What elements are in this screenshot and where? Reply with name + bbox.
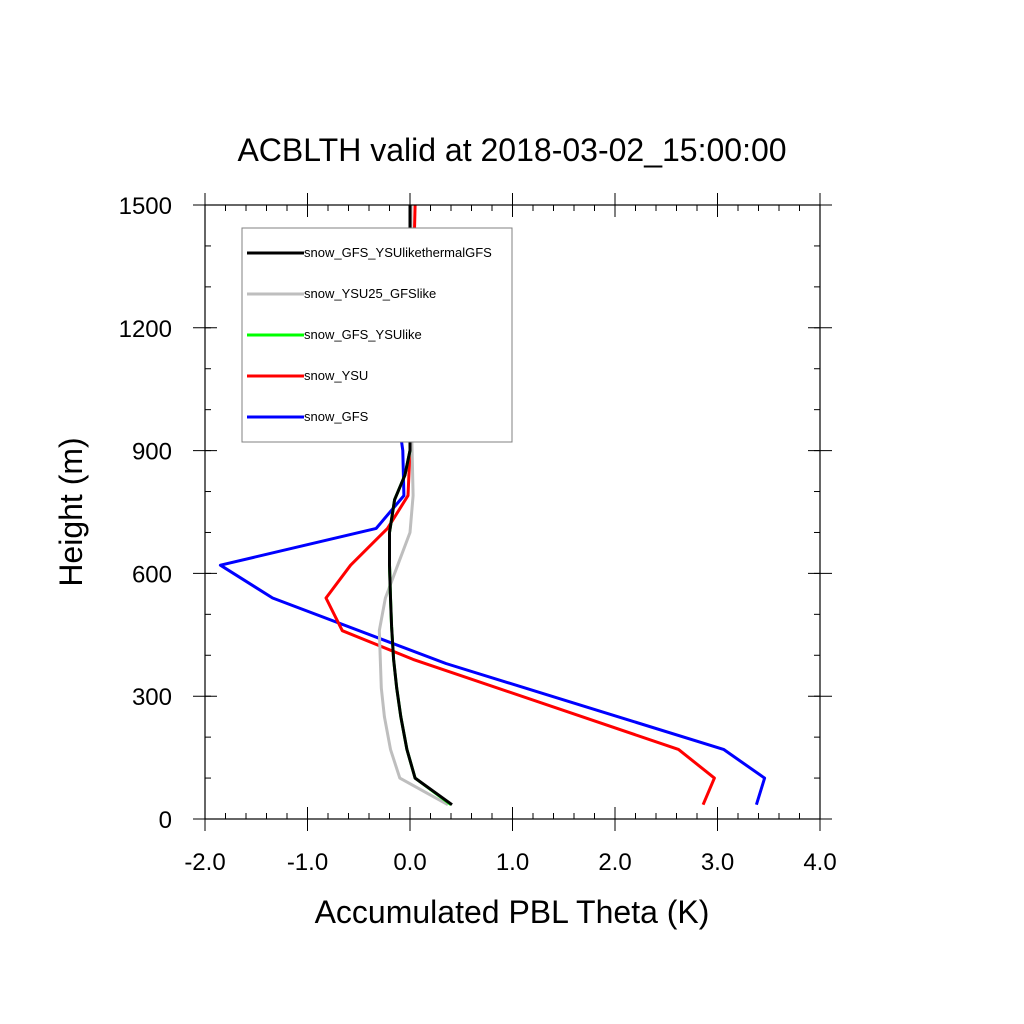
x-tick-label: 0.0 xyxy=(393,849,426,876)
x-tick-label: 3.0 xyxy=(701,849,734,876)
y-tick-label: 1200 xyxy=(119,316,172,343)
legend-label: snow_YSU xyxy=(304,368,368,383)
y-tick-label: 0 xyxy=(159,807,172,834)
legend-label: snow_GFS xyxy=(304,409,369,424)
legend-label: snow_GFS_YSUlike xyxy=(304,327,422,342)
x-tick-label: 1.0 xyxy=(496,849,529,876)
y-axis-label: Height (m) xyxy=(53,437,89,586)
legend-label: snow_GFS_YSUlikethermalGFS xyxy=(304,245,492,260)
plot-frame xyxy=(204,204,821,820)
x-axis-label: Accumulated PBL Theta (K) xyxy=(315,894,710,930)
y-tick-label: 300 xyxy=(132,684,172,711)
x-tick-label: -1.0 xyxy=(287,849,328,876)
y-tick-label: 600 xyxy=(132,561,172,588)
tick-labels: -2.0 -1.0 0.0 1.0 2.0 3.0 4.0 0 300 600 900 1200 150… xyxy=(119,193,837,876)
x-tick-label: 2.0 xyxy=(598,849,631,876)
x-tick-label: 4.0 xyxy=(803,849,836,876)
y-tick-label: 1500 xyxy=(119,193,172,220)
legend: snow_GFS_YSUlikethermalGFS snow_YSU25_GFS… xyxy=(241,227,513,443)
y-tick-label: 900 xyxy=(132,439,172,466)
legend-label: snow_YSU25_GFSlike xyxy=(304,286,436,301)
chart-title: ACBLTH valid at 2018-03-02_15:00:00 xyxy=(237,132,786,168)
x-tick-label: -2.0 xyxy=(184,849,225,876)
